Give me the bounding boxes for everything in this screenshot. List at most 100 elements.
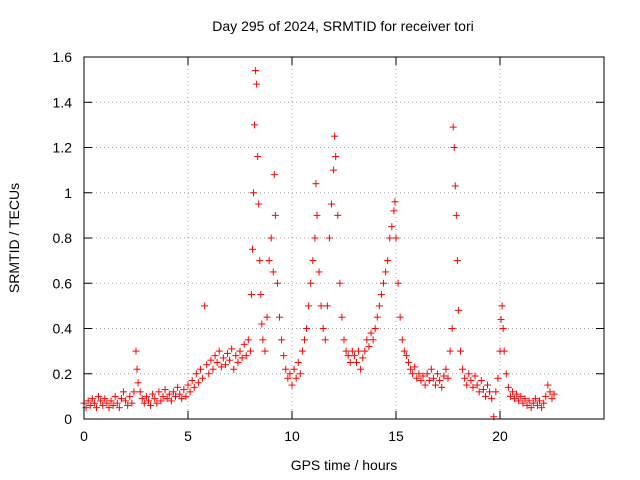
data-point	[144, 397, 152, 405]
data-point	[334, 211, 342, 219]
data-point	[415, 370, 423, 378]
data-point	[513, 390, 521, 398]
data-point	[230, 365, 238, 373]
data-point	[369, 336, 377, 344]
data-point	[450, 144, 458, 151]
data-point	[486, 388, 494, 396]
data-point	[336, 279, 344, 287]
data-point	[258, 320, 266, 328]
y-axis-label: SRMTID / TECUs	[6, 183, 22, 293]
data-point	[375, 302, 383, 310]
data-point	[434, 370, 442, 378]
data-point	[508, 388, 516, 396]
data-point	[504, 383, 512, 391]
x-tick-label: 15	[388, 428, 404, 444]
data-point	[242, 352, 250, 360]
data-point	[519, 399, 527, 407]
data-point	[400, 347, 408, 355]
data-point	[396, 313, 404, 321]
grid-lines	[84, 57, 604, 419]
data-point	[219, 354, 227, 362]
data-point	[357, 365, 365, 373]
data-point	[201, 302, 209, 310]
data-point	[404, 358, 412, 366]
data-point	[419, 372, 427, 380]
data-point	[165, 390, 173, 398]
data-point	[475, 388, 483, 396]
y-tick-label: 1.4	[53, 94, 73, 110]
data-point	[292, 374, 300, 382]
data-point	[398, 336, 406, 344]
data-point	[128, 399, 136, 407]
data-point	[300, 336, 308, 344]
data-point	[409, 370, 417, 378]
data-point	[331, 132, 339, 140]
data-point	[328, 200, 336, 208]
data-point	[192, 370, 200, 378]
data-point	[463, 381, 471, 389]
data-point	[259, 336, 267, 344]
data-point	[471, 372, 479, 380]
data-point	[107, 397, 115, 405]
data-point	[454, 306, 462, 314]
data-point	[147, 401, 155, 409]
data-point	[442, 365, 450, 373]
data-point	[122, 397, 130, 405]
y-tick-label: 0.4	[53, 321, 73, 337]
data-point	[86, 401, 94, 409]
data-point	[311, 234, 319, 242]
data-point	[321, 336, 329, 344]
data-point	[307, 279, 315, 287]
data-point	[278, 336, 286, 344]
data-point	[211, 352, 219, 360]
y-tick-label: 0.6	[53, 275, 73, 291]
data-point	[548, 395, 556, 403]
data-point	[111, 392, 119, 400]
data-point	[99, 401, 107, 409]
data-point	[194, 379, 202, 387]
data-point	[109, 401, 117, 409]
data-point	[153, 399, 161, 407]
data-point	[531, 395, 539, 403]
data-point	[315, 268, 323, 276]
data-point	[226, 356, 234, 364]
data-point	[467, 377, 475, 385]
data-point	[413, 374, 421, 382]
data-point	[377, 291, 385, 299]
data-point	[276, 313, 284, 321]
data-point	[288, 381, 296, 389]
data-point	[184, 381, 192, 389]
data-point	[309, 257, 317, 265]
y-tick-label: 0	[64, 411, 72, 427]
data-point	[124, 401, 132, 409]
data-point	[527, 404, 535, 412]
data-point	[126, 392, 134, 400]
data-point	[355, 347, 363, 355]
chart-title: Day 295 of 2024, SRMTID for receiver tor…	[212, 18, 473, 34]
data-point	[172, 392, 180, 400]
data-point	[451, 182, 459, 190]
data-point	[511, 395, 519, 403]
data-point	[421, 381, 429, 389]
data-point	[269, 268, 277, 276]
data-point	[348, 347, 356, 355]
data-point	[323, 302, 331, 310]
data-point	[481, 392, 489, 400]
x-tick-label: 0	[80, 428, 88, 444]
data-point	[338, 313, 346, 321]
data-point	[330, 166, 338, 174]
data-point	[213, 358, 221, 366]
data-point	[247, 291, 255, 299]
data-point	[365, 343, 373, 351]
data-point	[149, 390, 157, 398]
data-point	[499, 325, 507, 332]
data-point	[84, 397, 92, 405]
data-point	[105, 404, 113, 412]
data-point	[167, 397, 175, 405]
data-point	[138, 395, 146, 403]
data-point	[238, 354, 246, 362]
data-point	[136, 388, 144, 396]
data-point	[142, 392, 150, 400]
x-tick-label: 20	[492, 428, 508, 444]
data-point	[390, 207, 398, 215]
